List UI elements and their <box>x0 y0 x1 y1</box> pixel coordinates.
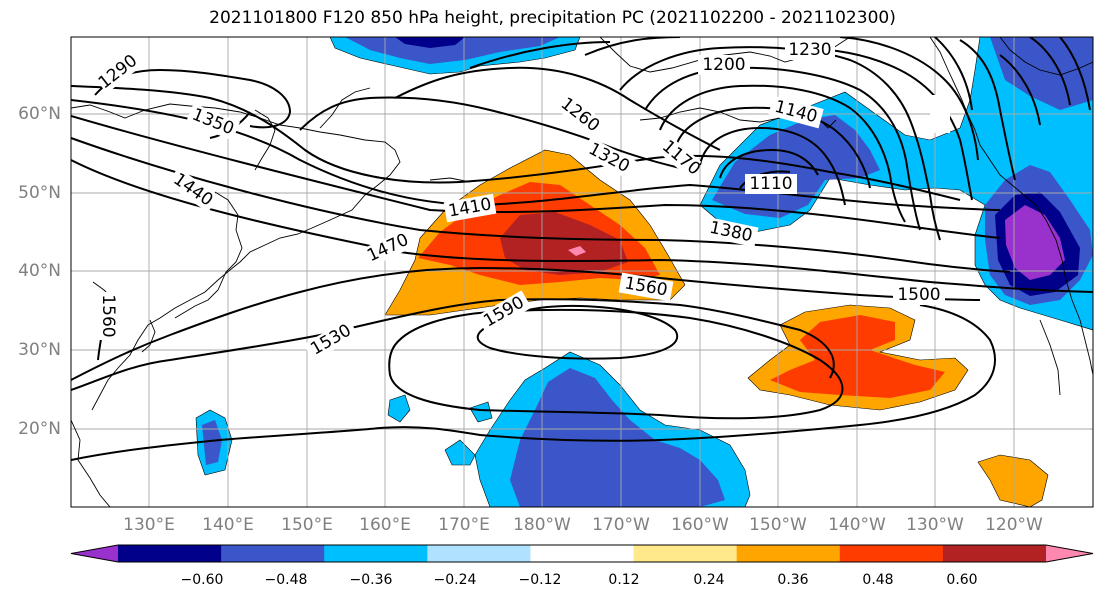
precip-fill-layer <box>71 37 1093 507</box>
precip-patch-negative <box>444 439 476 466</box>
lon-tick-label: 160°W <box>671 515 729 535</box>
precip-patch-negative <box>1005 205 1065 280</box>
colorbar-tick-label: 0.48 <box>862 572 893 588</box>
precip-patch-positive <box>977 454 1049 507</box>
lon-tick-label: 130°W <box>906 515 964 535</box>
colorbar-segment <box>736 545 841 562</box>
lon-tick-label: 170°W <box>592 515 650 535</box>
lon-tick-label: 140°E <box>202 515 254 535</box>
colorbar-segment <box>530 545 635 562</box>
colorbar-segment <box>221 545 325 562</box>
contour-label: 1500 <box>897 285 940 305</box>
colorbar-segment <box>942 545 1047 562</box>
colorbar-tick-label: −0.12 <box>519 572 562 588</box>
contour-label: 1560 <box>98 294 118 337</box>
lon-tick-label: 160°E <box>359 515 411 535</box>
colorbar-outline <box>70 544 1094 563</box>
lon-tick-label: 170°E <box>438 515 490 535</box>
height-contours <box>71 37 1093 461</box>
colorbar-tick-label: −0.36 <box>350 572 393 588</box>
colorbar-extend-min <box>71 545 118 562</box>
lon-tick-label: 120°W <box>985 515 1043 535</box>
plot-frame <box>70 36 1094 508</box>
lat-tick-label: 40°N <box>18 261 61 281</box>
lon-tick-label: 180°W <box>513 515 571 535</box>
lat-tick-label: 50°N <box>18 183 61 203</box>
lat-tick-label: 20°N <box>18 419 61 439</box>
colorbar <box>70 544 1094 563</box>
contour-label-halos <box>94 40 950 362</box>
colorbar-tick-label: −0.60 <box>181 572 224 588</box>
colorbar-tick-label: 0.12 <box>608 572 639 588</box>
colorbar-tick-label: 0.36 <box>777 572 808 588</box>
colorbar-tick-label: 0.60 <box>946 572 977 588</box>
contour-label: 1110 <box>749 174 792 194</box>
precip-patch-negative <box>345 37 560 64</box>
precip-patch-positive <box>568 246 586 256</box>
lon-tick-label: 150°E <box>281 515 333 535</box>
contour-label: 1200 <box>702 55 745 75</box>
colorbar-tick-label: −0.24 <box>434 572 477 588</box>
lat-tick-label: 60°N <box>18 104 61 124</box>
precip-patch-positive <box>500 212 628 275</box>
colorbar-segment <box>427 545 531 562</box>
colorbar-segment <box>324 545 428 562</box>
lon-tick-label: 140°W <box>828 515 886 535</box>
precip-patch-negative <box>395 37 465 48</box>
colorbar-extend-max <box>1046 545 1093 562</box>
colorbar-tick-label: 0.24 <box>693 572 724 588</box>
contour-label: 1230 <box>788 40 831 60</box>
lat-tick-label: 30°N <box>18 340 61 360</box>
lon-tick-label: 150°W <box>749 515 807 535</box>
precip-patch-negative <box>469 401 493 423</box>
lon-tick-label: 130°E <box>123 515 175 535</box>
colorbar-segment <box>118 545 222 562</box>
colorbar-segment <box>839 545 944 562</box>
colorbar-segment <box>633 545 738 562</box>
precip-patch-negative <box>387 394 411 423</box>
precip-patch-negative <box>202 420 222 465</box>
colorbar-tick-label: −0.48 <box>265 572 308 588</box>
precip-patch-negative <box>510 368 725 507</box>
map-title: 2021101800 F120 850 hPa height, precipit… <box>209 8 896 28</box>
